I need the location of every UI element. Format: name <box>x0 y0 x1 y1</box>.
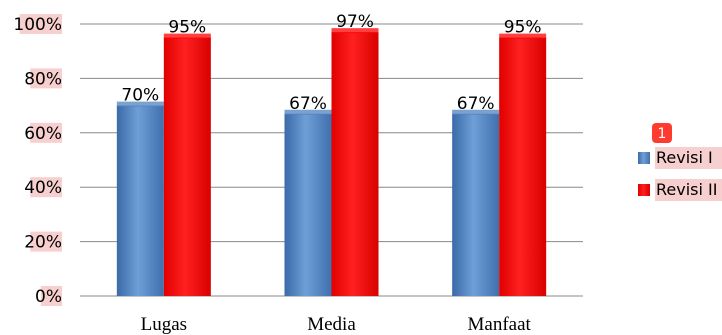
legend-label: Revisi II <box>656 180 717 199</box>
data-label: 97% <box>336 12 374 32</box>
legend-text-highlight <box>655 147 722 169</box>
legend-text-highlight <box>655 179 722 201</box>
y-tick-highlight <box>30 68 62 89</box>
legend-swatch <box>638 184 650 196</box>
y-tick-label: 20% <box>24 233 62 253</box>
legend-badge-number: 1 <box>658 126 667 142</box>
data-labels: 70% 95% 67% 97% 67% 95% <box>121 12 541 114</box>
bar-revisi-i-media <box>284 113 332 296</box>
data-label: 67% <box>289 94 327 114</box>
bar-cap <box>116 101 164 107</box>
bars <box>116 28 547 296</box>
x-category-label: Manfaat <box>468 314 532 335</box>
legend-swatch <box>638 152 650 164</box>
y-tick-label: 60% <box>24 124 62 144</box>
bar-cap <box>163 33 211 39</box>
y-axis-ticks: 0% 20% 40% 60% 80% 100% <box>13 14 63 307</box>
data-label: 70% <box>121 86 159 106</box>
bar-revisi-ii-media <box>331 32 379 296</box>
y-tick-highlight <box>30 231 62 252</box>
y-tick-label: 40% <box>24 178 62 198</box>
y-tick-label: 80% <box>24 69 62 89</box>
y-tick-highlight <box>30 122 62 143</box>
bar-cap <box>499 33 547 39</box>
y-tick-label: 0% <box>35 287 62 307</box>
y-tick-label: 100% <box>13 15 62 35</box>
bar-revisi-i-lugas <box>116 105 164 296</box>
data-label: 67% <box>457 94 495 114</box>
y-tick-highlight <box>40 286 62 306</box>
bar-revisi-ii-manfaat <box>499 37 547 296</box>
legend-badge: 1 <box>652 123 672 143</box>
bar-cap <box>452 109 500 115</box>
legend-item-revisi-ii: Revisi II <box>638 179 722 201</box>
legend: 1 Revisi I Revisi II <box>638 123 722 201</box>
data-label: 95% <box>504 18 542 38</box>
y-tick-highlight <box>19 14 63 34</box>
bar-revisi-i-manfaat <box>452 113 500 296</box>
bar-revisi-ii-lugas <box>163 37 211 296</box>
legend-label: Revisi I <box>656 148 713 167</box>
y-tick-highlight <box>30 177 62 198</box>
x-axis-categories: Lugas Media Manfaat <box>141 314 532 335</box>
x-category-label: Lugas <box>141 314 187 335</box>
legend-item-revisi-i: Revisi I <box>638 147 722 169</box>
bar-cap <box>331 28 379 34</box>
x-category-label: Media <box>307 314 356 335</box>
bar-cap <box>284 109 332 115</box>
legend-badge-shape <box>652 123 672 143</box>
data-label: 95% <box>168 18 206 38</box>
